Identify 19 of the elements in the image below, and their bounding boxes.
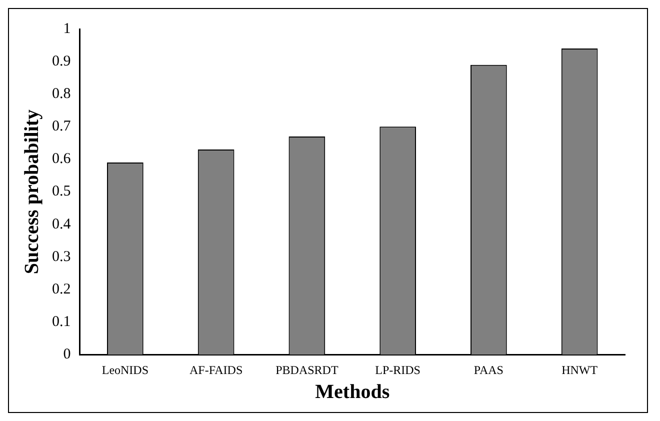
y-tick-label: 0.9 bbox=[52, 54, 71, 70]
x-tick-label: AF-FAIDS bbox=[190, 362, 243, 377]
y-tick-label: 0.2 bbox=[52, 281, 71, 298]
x-tick-label: PBDASRDT bbox=[276, 362, 339, 377]
x-tick-label: HNWT bbox=[562, 362, 598, 377]
x-tick-label: LeoNIDS bbox=[102, 362, 149, 377]
x-tick-label: PAAS bbox=[474, 362, 504, 377]
y-tick-label: 0.7 bbox=[52, 118, 72, 135]
y-tick-label: 0.4 bbox=[52, 216, 72, 232]
y-tick-label: 0.3 bbox=[52, 248, 71, 265]
y-tick-label: 0.1 bbox=[52, 314, 71, 330]
y-tick-label: 1 bbox=[63, 20, 71, 37]
y-tick-label: 0.6 bbox=[52, 151, 72, 168]
x-axis-title: Methods bbox=[315, 381, 390, 404]
y-tick-label: 0.8 bbox=[52, 86, 71, 102]
x-tick-label: LP-RIDS bbox=[375, 362, 420, 377]
y-tick-label: 0.5 bbox=[52, 184, 71, 200]
y-tick-label: 0 bbox=[63, 346, 71, 363]
y-axis-title: Success probability bbox=[21, 109, 44, 274]
